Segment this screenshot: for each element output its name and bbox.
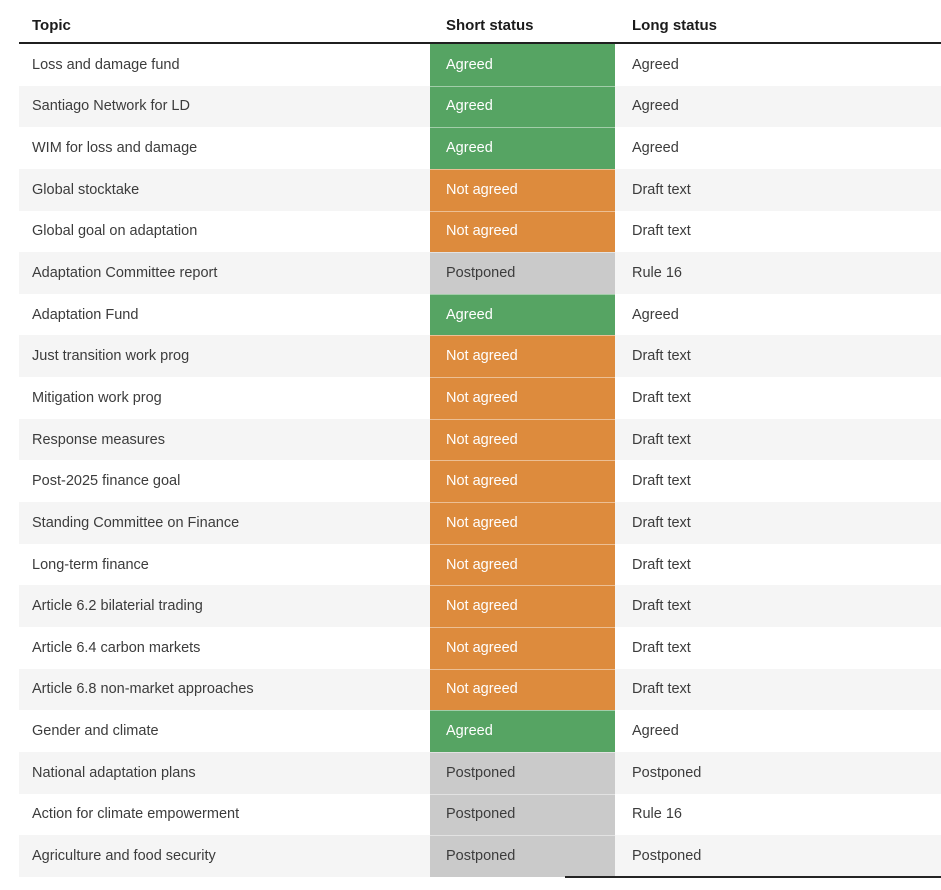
table-row: Global goal on adaptation Not agreed Dra… (19, 210, 941, 253)
short-status-cell: Agreed (430, 43, 615, 86)
topic-cell: Santiago Network for LD (32, 98, 190, 115)
short-status-cell: Agreed (430, 85, 615, 128)
table-row: Adaptation Fund Agreed Agreed (19, 293, 941, 336)
long-status-cell: Draft text (632, 348, 691, 365)
table-row: Global stocktake Not agreed Draft text (19, 168, 941, 211)
table-bottom-border (565, 876, 941, 878)
long-status-cell: Draft text (632, 598, 691, 615)
long-status-cell: Agreed (632, 306, 679, 323)
long-status-cell: Draft text (632, 431, 691, 448)
short-status-cell: Not agreed (430, 210, 615, 253)
long-status-cell: Draft text (632, 681, 691, 698)
topic-cell: Just transition work prog (32, 348, 190, 365)
long-status-cell: Draft text (632, 223, 691, 240)
column-header-topic: Topic (32, 17, 71, 34)
long-status-cell: Draft text (632, 556, 691, 573)
short-status-cell: Agreed (430, 710, 615, 752)
table-row: Article 6.4 carbon markets Not agreed Dr… (19, 626, 941, 669)
topic-cell: Mitigation work prog (32, 389, 162, 406)
long-status-cell: Draft text (632, 639, 691, 656)
topic-cell: Adaptation Fund (32, 306, 139, 323)
short-status-cell: Postponed (430, 252, 615, 294)
short-status-cell: Postponed (430, 835, 615, 877)
short-status-cell: Not agreed (430, 543, 615, 586)
table-row: Long-term finance Not agreed Draft text (19, 543, 941, 586)
short-status-cell: Not agreed (430, 168, 615, 211)
long-status-cell: Draft text (632, 181, 691, 198)
table-row: Adaptation Committee report Postponed Ru… (19, 252, 941, 294)
table-row: Just transition work prog Not agreed Dra… (19, 335, 941, 378)
header-row: Topic Short status Long status (19, 9, 941, 43)
long-status-cell: Postponed (632, 847, 702, 864)
table-row: Santiago Network for LD Agreed Agreed (19, 85, 941, 128)
topic-cell: Post-2025 finance goal (32, 473, 181, 490)
topic-cell: Adaptation Committee report (32, 265, 218, 282)
table-row: Article 6.8 non-market approaches Not ag… (19, 668, 941, 711)
negotiation-status-table: Topic Short status Long status Loss and … (19, 9, 941, 877)
short-status-cell: Not agreed (430, 377, 615, 419)
table-header: Topic Short status Long status (19, 9, 941, 43)
long-status-cell: Agreed (632, 723, 679, 740)
status-table: Topic Short status Long status Loss and … (19, 9, 941, 877)
topic-cell: Loss and damage fund (32, 56, 180, 73)
table-row: WIM for loss and damage Agreed Agreed (19, 127, 941, 169)
table-body: Loss and damage fund Agreed Agreed Santi… (19, 43, 941, 877)
column-header-long-status: Long status (632, 17, 717, 34)
topic-cell: Gender and climate (32, 723, 159, 740)
short-status-cell: Not agreed (430, 626, 615, 669)
table-row: Gender and climate Agreed Agreed (19, 710, 941, 752)
long-status-cell: Draft text (632, 389, 691, 406)
topic-cell: Long-term finance (32, 556, 149, 573)
topic-cell: Article 6.8 non-market approaches (32, 681, 254, 698)
column-header-short-status: Short status (446, 17, 534, 34)
table-row: Standing Committee on Finance Not agreed… (19, 502, 941, 544)
short-status-cell: Postponed (430, 793, 615, 836)
topic-cell: Response measures (32, 431, 165, 448)
table-row: Agriculture and food security Postponed … (19, 835, 941, 877)
short-status-cell: Not agreed (430, 585, 615, 627)
topic-cell: WIM for loss and damage (32, 140, 198, 157)
short-status-cell: Not agreed (430, 502, 615, 544)
table-row: Response measures Not agreed Draft text (19, 418, 941, 461)
topic-cell: Standing Committee on Finance (32, 514, 240, 531)
table-row: Loss and damage fund Agreed Agreed (19, 43, 941, 86)
table-row: Mitigation work prog Not agreed Draft te… (19, 377, 941, 419)
short-status-cell: Agreed (430, 293, 615, 336)
topic-cell: Global stocktake (32, 181, 140, 198)
topic-cell: Agriculture and food security (32, 847, 216, 864)
short-status-cell: Agreed (430, 127, 615, 169)
topic-cell: Article 6.2 bilaterial trading (32, 598, 203, 615)
table-row: Post-2025 finance goal Not agreed Draft … (19, 460, 941, 503)
long-status-cell: Rule 16 (632, 265, 682, 282)
topic-cell: Global goal on adaptation (32, 223, 198, 240)
long-status-cell: Draft text (632, 473, 691, 490)
long-status-cell: Agreed (632, 140, 679, 157)
table-row: National adaptation plans Postponed Post… (19, 751, 941, 794)
long-status-cell: Postponed (632, 764, 702, 781)
long-status-cell: Agreed (632, 56, 679, 73)
short-status-cell: Not agreed (430, 460, 615, 503)
topic-cell: Article 6.4 carbon markets (32, 639, 201, 656)
table-row: Action for climate empowerment Postponed… (19, 793, 941, 836)
table-row: Article 6.2 bilaterial trading Not agree… (19, 585, 941, 627)
topic-cell: National adaptation plans (32, 764, 196, 781)
long-status-cell: Agreed (632, 98, 679, 115)
short-status-cell: Not agreed (430, 418, 615, 461)
short-status-cell: Not agreed (430, 668, 615, 711)
topic-cell: Action for climate empowerment (32, 806, 240, 823)
long-status-cell: Rule 16 (632, 806, 682, 823)
long-status-cell: Draft text (632, 514, 691, 531)
short-status-cell: Postponed (430, 751, 615, 794)
short-status-cell: Not agreed (430, 335, 615, 378)
